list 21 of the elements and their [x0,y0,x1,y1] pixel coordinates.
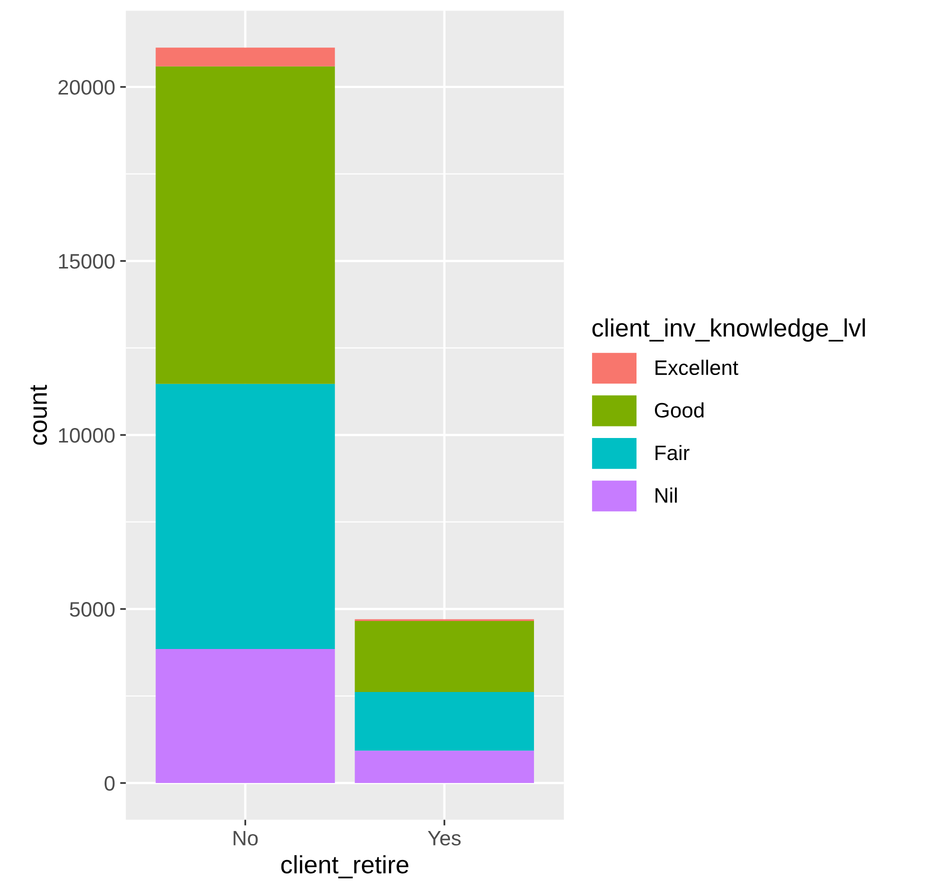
y-tick-label: 5000 [70,602,115,617]
legend-label: Fair [656,444,690,460]
x-axis-title: client_retire [281,855,408,878]
legend-label: Good [654,402,704,418]
y-tick-label: 10000 [59,428,115,443]
bar [156,649,335,784]
legend-label: Nil [656,488,677,503]
y-axis-title: count [30,384,47,445]
y-tick-label: 0 [104,776,115,791]
x-tick-label: No [234,830,258,846]
y-tick-label: 20000 [58,80,115,95]
bar [156,48,335,66]
bar [156,384,335,650]
y-tick-label: 15000 [59,254,115,269]
legend-label: Excellent [656,360,738,376]
bar [354,750,534,784]
bar [354,621,534,692]
bar [156,66,335,384]
legend-title: client_inv_knowledge_lvl [592,318,865,342]
x-tick-label: Yes [428,830,461,846]
bar [354,692,534,751]
